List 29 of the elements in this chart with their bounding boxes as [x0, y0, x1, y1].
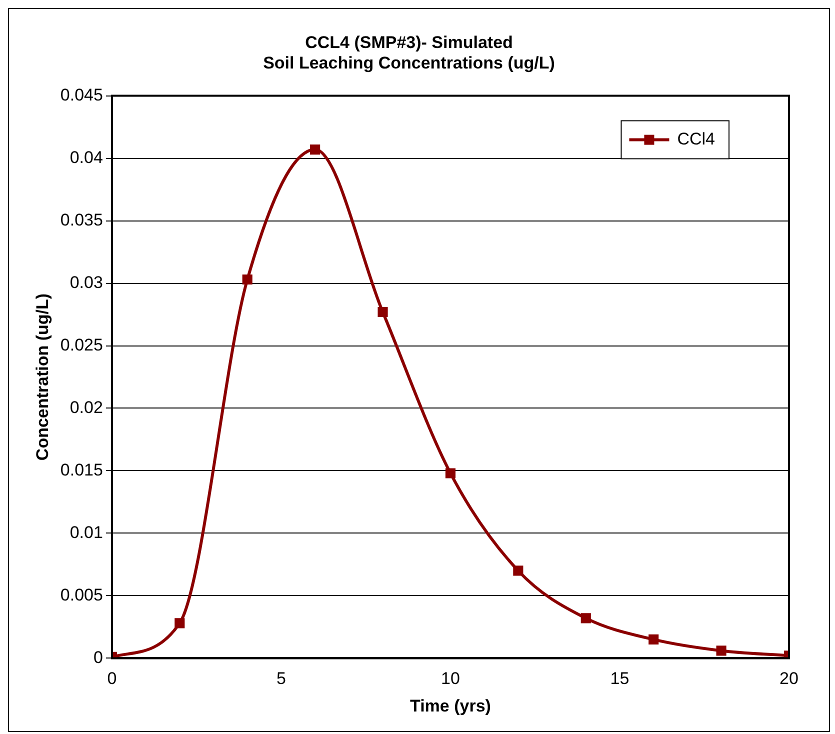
y-tick-label: 0.035	[60, 210, 103, 230]
point	[174, 618, 185, 628]
y-axis-title: Concentration (ug/L)	[32, 293, 52, 461]
point	[513, 566, 524, 576]
y-tick-label: 0.02	[70, 398, 103, 417]
text: Soil Leaching Concentrations (ug/L)	[263, 53, 555, 72]
y-tick-label: 0.005	[60, 585, 103, 604]
y-tick-label: 0.045	[60, 85, 103, 104]
y-tick-label: 0.04	[70, 148, 103, 167]
y-tick-label: 0.015	[60, 460, 103, 480]
text: CCL4 (SMP#3)- Simulated	[305, 32, 513, 52]
point	[716, 646, 726, 656]
x-axis-title: Time (yrs)	[410, 696, 491, 716]
point	[242, 274, 252, 285]
point	[310, 144, 320, 155]
x-tick-label: 0	[107, 669, 117, 688]
y-tick-label: 0.01	[70, 522, 103, 542]
y-tick-label: 0.03	[70, 272, 103, 292]
y-tick-label: 0.025	[60, 335, 103, 354]
point	[445, 468, 456, 478]
x-tick-label: 20	[780, 669, 798, 688]
point	[648, 634, 659, 644]
legend-label: CCl4	[677, 129, 716, 148]
x-tick-label: 10	[441, 669, 460, 688]
x-tick-label: 15	[610, 669, 630, 688]
y-tick-label: 0	[93, 648, 103, 667]
point	[580, 613, 591, 624]
point	[378, 306, 388, 318]
x-tick-label: 5	[276, 669, 286, 688]
